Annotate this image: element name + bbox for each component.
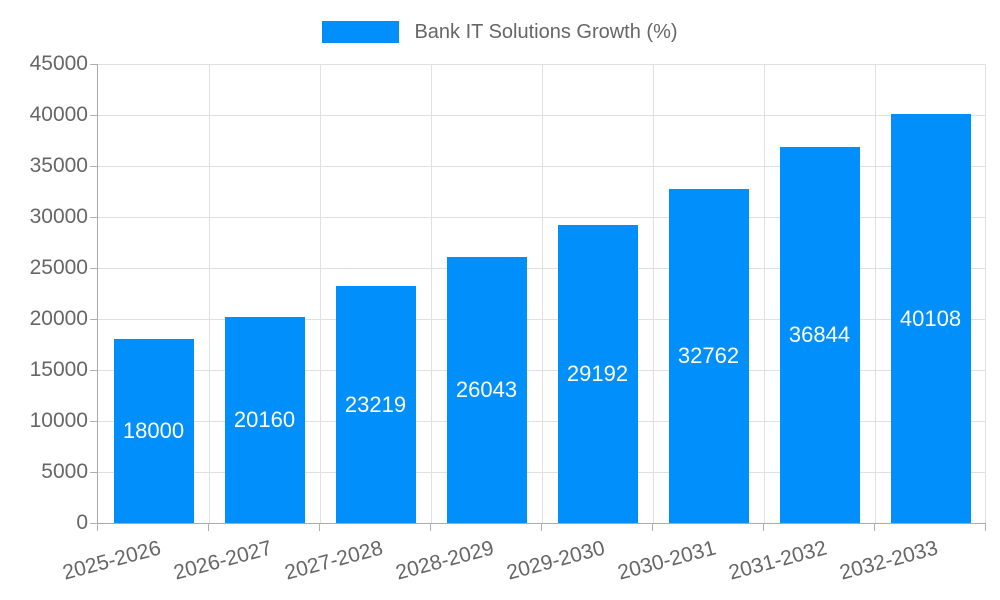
y-axis-tick-label: 30000	[29, 205, 88, 228]
y-axis-tick	[90, 370, 97, 371]
y-axis-tick-label: 5000	[41, 460, 88, 483]
bar-value-label: 26043	[455, 377, 518, 402]
y-axis-tick	[90, 421, 97, 422]
x-axis-tick	[985, 523, 986, 531]
bar-slot: 23219	[320, 64, 431, 523]
x-axis-tick	[874, 523, 875, 531]
y-axis-tick	[90, 166, 97, 167]
x-axis-tick	[208, 523, 209, 531]
x-axis-tick-label: 2031-2032	[725, 536, 829, 585]
y-axis-tick-label: 40000	[29, 103, 88, 126]
y-axis-tick-label: 20000	[29, 307, 88, 330]
bar[interactable]: 36844	[779, 147, 860, 523]
x-axis-tick-label: 2027-2028	[281, 536, 385, 585]
bar[interactable]: 29192	[557, 225, 638, 523]
x-axis-tick-label: 2030-2031	[614, 536, 718, 585]
y-axis-tick	[90, 268, 97, 269]
bar-value-label: 18000	[122, 418, 185, 443]
bar[interactable]: 26043	[446, 257, 527, 523]
plot-area: 18000 20160 23219 26043 29192 32762 36844 40108	[97, 64, 986, 524]
y-axis-tick	[90, 319, 97, 320]
bar-value-label: 20160	[233, 407, 296, 432]
bar[interactable]: 40108	[890, 114, 971, 523]
x-axis-tick-label: 2028-2029	[392, 536, 496, 585]
x-gridline	[764, 64, 765, 523]
legend-series-marker	[322, 21, 400, 43]
x-gridline	[209, 64, 210, 523]
x-axis-tick	[97, 523, 98, 531]
bar-slot: 40108	[875, 64, 986, 523]
bar-slot: 26043	[431, 64, 542, 523]
y-axis-tick-label: 15000	[29, 358, 88, 381]
grid-layer	[98, 64, 986, 523]
y-axis-tick	[90, 115, 97, 116]
x-axis-tick-label: 2026-2027	[170, 536, 274, 585]
legend-series-label: Bank IT Solutions Growth (%)	[414, 21, 678, 43]
bar-slot: 36844	[764, 64, 875, 523]
x-gridline	[653, 64, 654, 523]
y-axis-tick	[90, 217, 97, 218]
y-axis-tick-label: 0	[76, 511, 88, 534]
x-axis-tick-label: 2029-2030	[503, 536, 607, 585]
bar-slot: 32762	[653, 64, 764, 523]
y-axis-tick-label: 25000	[29, 256, 88, 279]
bar-value-label: 32762	[677, 343, 740, 368]
x-axis-tick	[763, 523, 764, 531]
bar-value-label: 36844	[788, 322, 851, 347]
bar-slot: 18000	[98, 64, 209, 523]
y-axis-tick	[90, 472, 97, 473]
x-axis-tick	[541, 523, 542, 531]
bar[interactable]: 20160	[224, 317, 305, 523]
x-gridline	[542, 64, 543, 523]
x-gridline	[320, 64, 321, 523]
bar[interactable]: 23219	[335, 286, 416, 523]
bar[interactable]: 32762	[668, 189, 749, 523]
y-axis-tick	[90, 64, 97, 65]
bar-value-label: 29192	[566, 361, 629, 386]
y-axis-tick-label: 10000	[29, 409, 88, 432]
x-gridline	[985, 64, 986, 523]
bar[interactable]: 18000	[113, 339, 194, 523]
x-gridline	[875, 64, 876, 523]
bar-value-label: 40108	[899, 305, 962, 331]
x-axis-tick	[319, 523, 320, 531]
x-axis-tick-label: 2032-2033	[836, 536, 940, 585]
bar-slot: 29192	[542, 64, 653, 523]
legend-item[interactable]: Bank IT Solutions Growth (%)	[0, 21, 1000, 43]
x-axis-tick	[430, 523, 431, 531]
bars-layer: 18000 20160 23219 26043 29192 32762 36844 40108	[98, 64, 986, 523]
bar-value-label: 23219	[344, 391, 407, 417]
x-axis-tick	[652, 523, 653, 531]
x-gridline	[431, 64, 432, 523]
bar-slot: 20160	[209, 64, 320, 523]
y-axis-tick	[90, 523, 97, 524]
x-axis-tick-label: 2025-2026	[59, 536, 163, 585]
y-axis-tick-label: 35000	[29, 154, 88, 177]
y-axis-tick-label: 45000	[29, 52, 88, 75]
